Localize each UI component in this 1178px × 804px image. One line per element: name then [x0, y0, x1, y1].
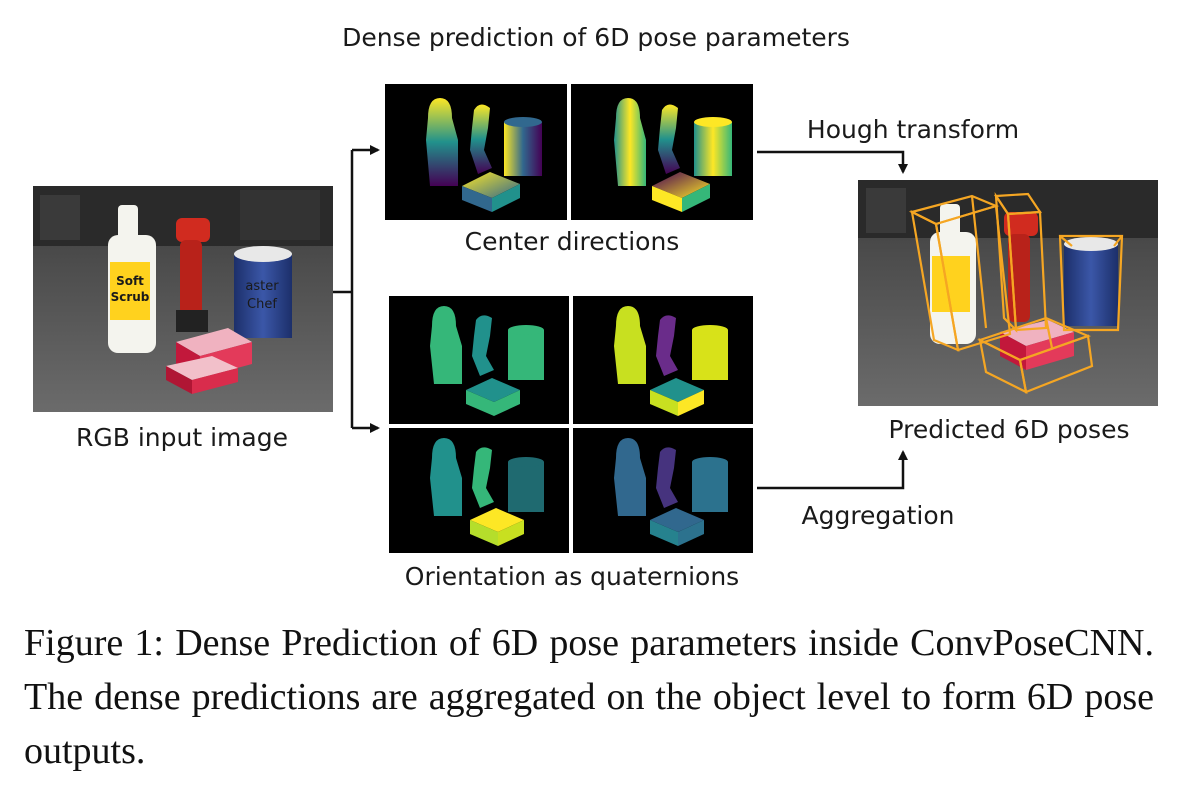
output-label: Predicted 6D poses: [888, 415, 1129, 444]
can-brand-line1: aster: [245, 279, 279, 294]
predicted-poses-image: [858, 180, 1158, 406]
hough-label: Hough transform: [807, 115, 1019, 144]
quaternion-panel-1: [389, 296, 569, 424]
top-title: Dense prediction of 6D pose parameters: [342, 23, 850, 52]
aggregation-label: Aggregation: [801, 501, 954, 530]
quaternion-panel-4: [573, 428, 753, 553]
aggregation-arrow: [757, 450, 908, 490]
bottle-brand-line1: Soft: [116, 274, 144, 288]
can-brand-line2: Chef: [247, 297, 277, 312]
input-label: RGB input image: [76, 423, 288, 452]
rgb-input-image: Soft Scrub aster Chef: [33, 186, 333, 412]
bottle-brand-line2: Scrub: [111, 290, 150, 304]
figure-caption: Figure 1: Dense Prediction of 6D pose pa…: [24, 622, 1154, 772]
center-label: Center directions: [465, 227, 680, 256]
orientation-label: Orientation as quaternions: [405, 562, 739, 591]
quaternion-panel-3: [389, 428, 569, 553]
center-direction-panel-1: [385, 84, 567, 220]
hough-arrow: [757, 150, 908, 174]
quaternion-panel-2: [573, 296, 753, 424]
center-direction-panel-2: [571, 84, 753, 220]
pipeline-diagram: Dense prediction of 6D pose parameters S…: [33, 23, 1158, 591]
branch-arrows: [333, 145, 380, 433]
